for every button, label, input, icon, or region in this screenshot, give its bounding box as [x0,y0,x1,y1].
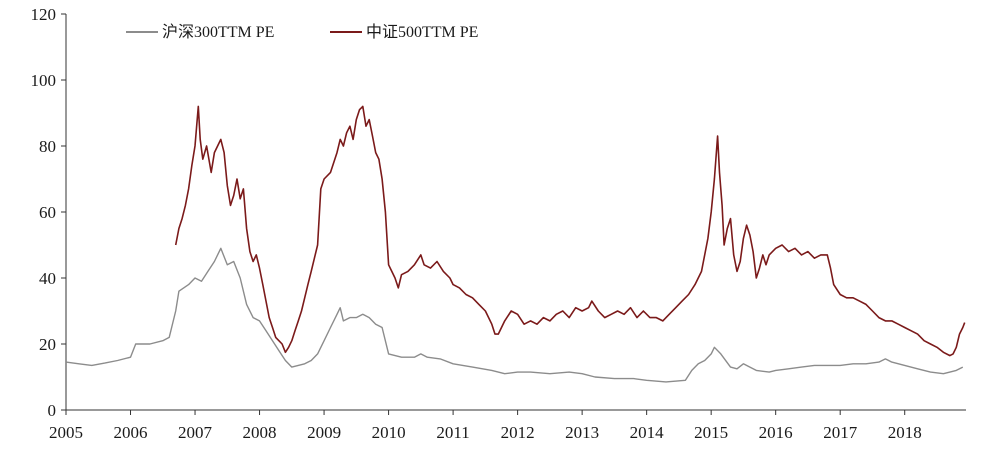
axes [65,14,966,411]
legend-label-csi300: 沪深300TTM PE [162,23,274,41]
x-tick-label-2010: 2010 [372,423,406,442]
x-tick-label-2005: 2005 [49,423,83,442]
x-tick-label-2013: 2013 [565,423,599,442]
y-tick-label-20: 20 [39,335,56,354]
x-tick-label-2012: 2012 [501,423,535,442]
y-tick-label-80: 80 [39,137,56,156]
x-tick-group: 2005 2006 2007 2008 2009 2010 2011 2012 2013 2014… [49,410,922,442]
legend-label-csi500: 中证500TTM PE [366,23,478,41]
x-tick-label-2006: 2006 [114,423,148,442]
y-tick-label-120: 120 [31,5,57,24]
x-tick-label-2007: 2007 [178,423,213,442]
y-tick-label-100: 100 [31,71,57,90]
legend-item-csi500: 中证500TTM PE [330,23,478,41]
x-tick-label-2015: 2015 [694,423,728,442]
y-tick-group: 0 20 40 60 80 100 120 [31,5,66,420]
x-tick-label-2009: 2009 [307,423,341,442]
y-tick-label-40: 40 [39,269,56,288]
legend-item-csi300: 沪深300TTM PE [126,23,274,41]
x-tick-label-2017: 2017 [823,423,858,442]
x-tick-label-2014: 2014 [630,423,665,442]
series-line-csi500 [174,105,966,357]
x-tick-label-2008: 2008 [243,423,277,442]
legend: 沪深300TTM PE 中证500TTM PE [126,23,478,41]
x-tick-label-2016: 2016 [759,423,793,442]
x-tick-label-2018: 2018 [888,423,922,442]
series-group [65,105,966,383]
series-line-csi300 [65,247,964,383]
y-tick-label-0: 0 [48,401,57,420]
y-tick-label-60: 60 [39,203,56,222]
x-tick-label-2011: 2011 [436,423,469,442]
